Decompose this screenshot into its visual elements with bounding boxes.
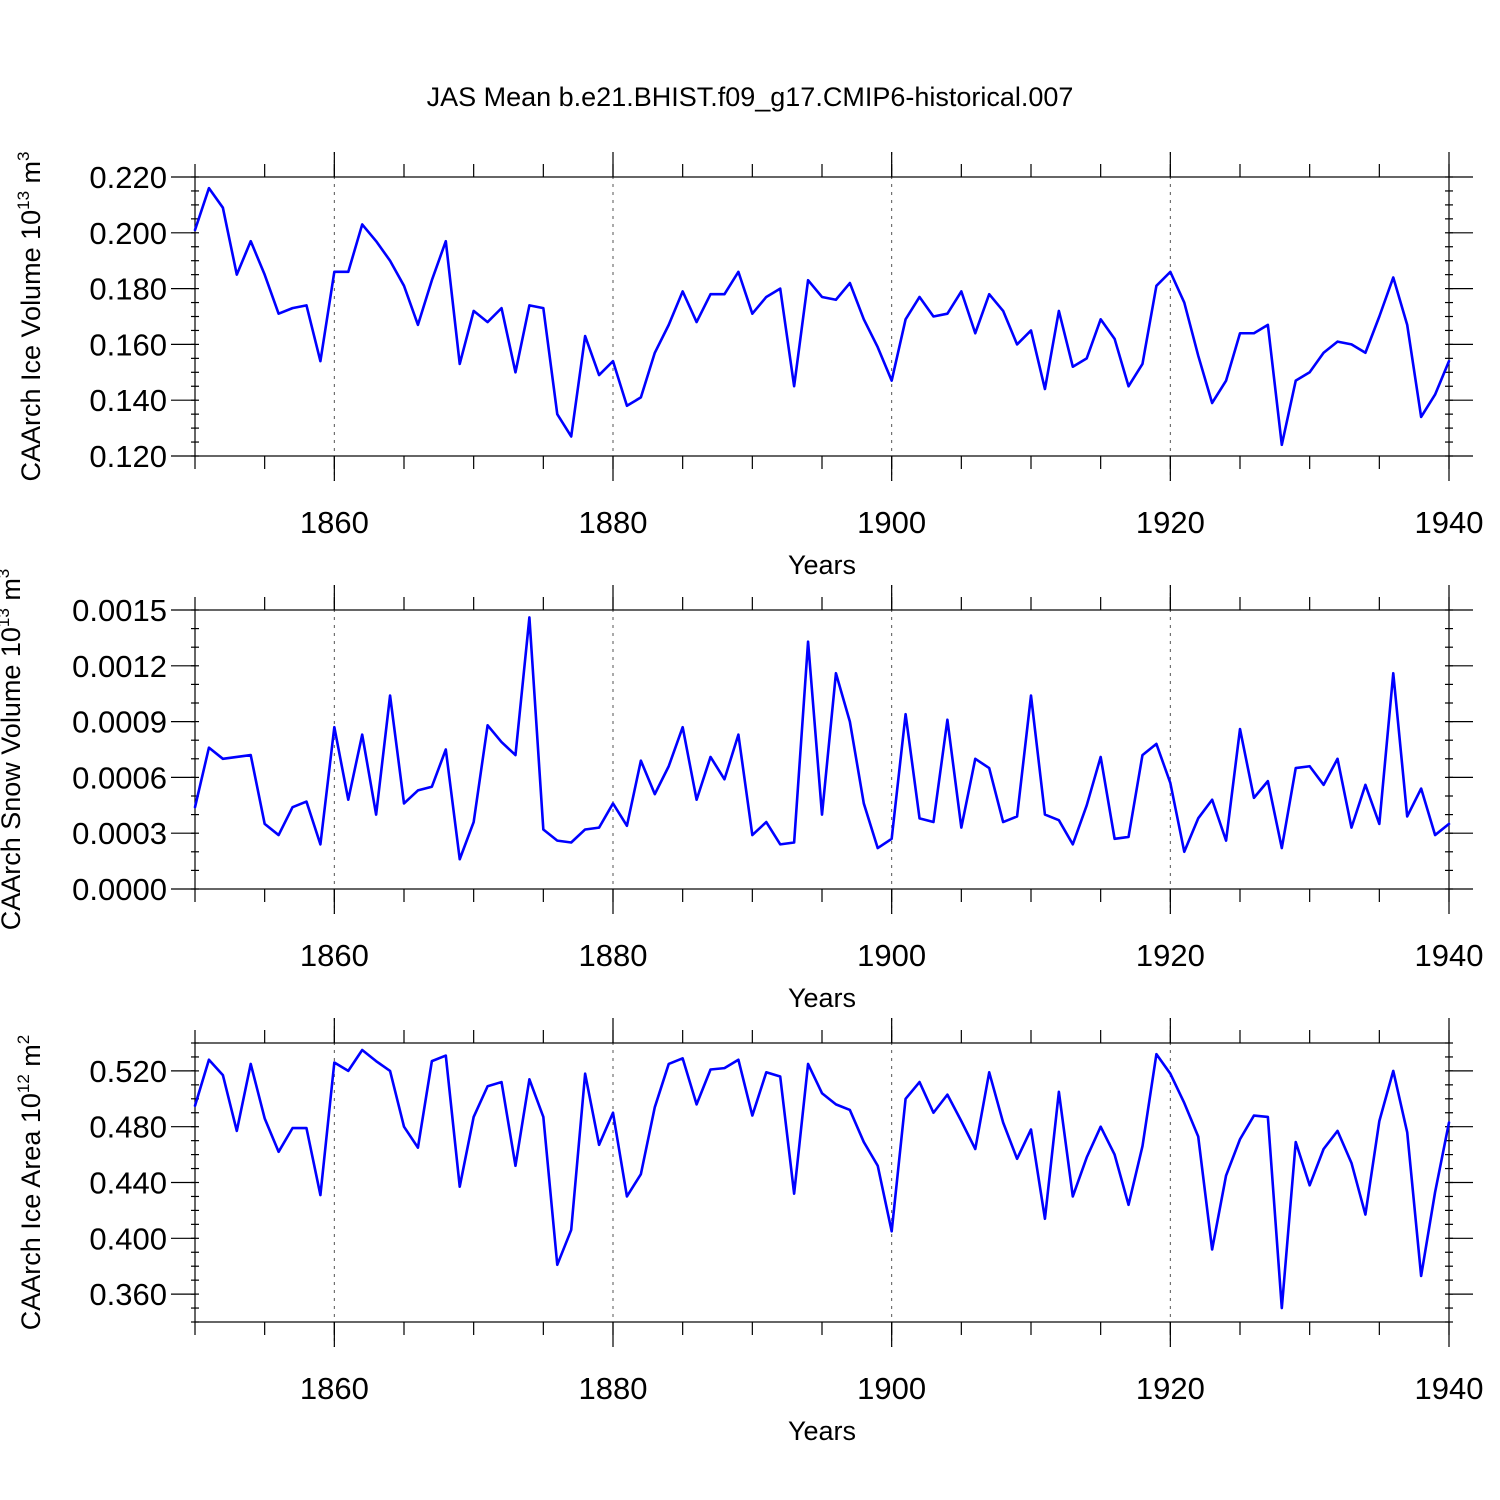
x-tick-label: 1880 xyxy=(579,1371,648,1406)
y-axis-label-text: CAArch Ice Area 10 xyxy=(16,1093,46,1330)
y-tick-label: 0.480 xyxy=(89,1110,167,1145)
y-axis-label-exponent: 2 xyxy=(14,1035,33,1044)
y-axis-label-text: CAArch Snow Volume 10 xyxy=(0,627,26,930)
x-axis-label: Years xyxy=(788,550,856,580)
x-tick-label: 1900 xyxy=(857,1371,926,1406)
y-tick-label: 0.0009 xyxy=(72,705,167,740)
x-tick-label: 1920 xyxy=(1136,505,1205,540)
series-line xyxy=(193,186,1451,447)
y-tick-label: 0.200 xyxy=(89,216,167,251)
y-axis-label-exponent: 12 xyxy=(14,1074,33,1093)
x-tick-label: 1880 xyxy=(579,505,648,540)
y-axis-label-exponent: 3 xyxy=(14,151,33,160)
y-axis-label-text: m xyxy=(16,161,46,191)
y-tick-label: 0.0015 xyxy=(72,593,167,628)
y-axis-label-text: CAArch Ice Volume 10 xyxy=(16,210,46,482)
y-tick-label: 0.520 xyxy=(89,1054,167,1089)
y-tick-label: 0.120 xyxy=(89,439,167,474)
x-axis-label: Years xyxy=(788,983,856,1013)
series-line xyxy=(193,1048,1451,1310)
y-axis-label: CAArch Ice Area 1012 m2 xyxy=(14,1035,46,1331)
chart-panel-1: 0.120 0.140 0.160 0.180 0.200 0.220 1860 1880 19… xyxy=(14,151,1483,580)
x-tick-label: 1900 xyxy=(857,505,926,540)
x-tick-label: 1940 xyxy=(1415,505,1484,540)
y-tick-label: 0.0012 xyxy=(72,649,167,684)
plot-frame xyxy=(194,176,1450,457)
y-axis-label: CAArch Snow Volume 1013 m3 xyxy=(0,569,26,931)
chart-panel-3: 0.360 0.400 0.440 0.480 0.520 1860 1880 1900 192… xyxy=(14,1018,1483,1446)
y-axis-label-text: m xyxy=(16,1044,46,1074)
plot-frame xyxy=(194,1042,1450,1323)
y-tick-label: 0.160 xyxy=(89,327,167,362)
y-tick-label: 0.360 xyxy=(89,1277,167,1312)
x-axis-label: Years xyxy=(788,1416,856,1446)
y-tick-label: 0.400 xyxy=(89,1221,167,1256)
x-tick-label: 1940 xyxy=(1415,1371,1484,1406)
series-line xyxy=(193,616,1451,861)
x-tick-label: 1860 xyxy=(300,505,369,540)
x-tick-label: 1920 xyxy=(1136,1371,1205,1406)
y-axis-label-exponent: 3 xyxy=(0,569,13,578)
x-tick-label: 1920 xyxy=(1136,938,1205,973)
y-tick-label: 0.180 xyxy=(89,272,167,307)
x-tick-label: 1880 xyxy=(579,938,648,973)
y-tick-label: 0.0006 xyxy=(72,760,167,795)
y-tick-label: 0.140 xyxy=(89,383,167,418)
y-tick-label: 0.0000 xyxy=(72,872,167,907)
chart-panel-2: 0.0000 0.0003 0.0006 0.0009 0.0012 0.0015 1860… xyxy=(0,569,1483,1013)
y-axis-label-exponent: 13 xyxy=(0,608,13,627)
y-tick-label: 0.440 xyxy=(89,1166,167,1201)
y-tick-label: 0.0003 xyxy=(72,816,167,851)
y-axis-label-text: m xyxy=(0,578,26,608)
y-axis-label-exponent: 13 xyxy=(14,191,33,210)
x-tick-label: 1940 xyxy=(1415,938,1484,973)
y-tick-label: 0.220 xyxy=(89,160,167,195)
x-tick-label: 1900 xyxy=(857,938,926,973)
x-tick-label: 1860 xyxy=(300,1371,369,1406)
x-tick-label: 1860 xyxy=(300,938,369,973)
y-axis-label: CAArch Ice Volume 1013 m3 xyxy=(14,151,46,481)
plot-frame xyxy=(194,609,1450,890)
chart-title: JAS Mean b.e21.BHIST.f09_g17.CMIP6-histo… xyxy=(427,82,1074,112)
